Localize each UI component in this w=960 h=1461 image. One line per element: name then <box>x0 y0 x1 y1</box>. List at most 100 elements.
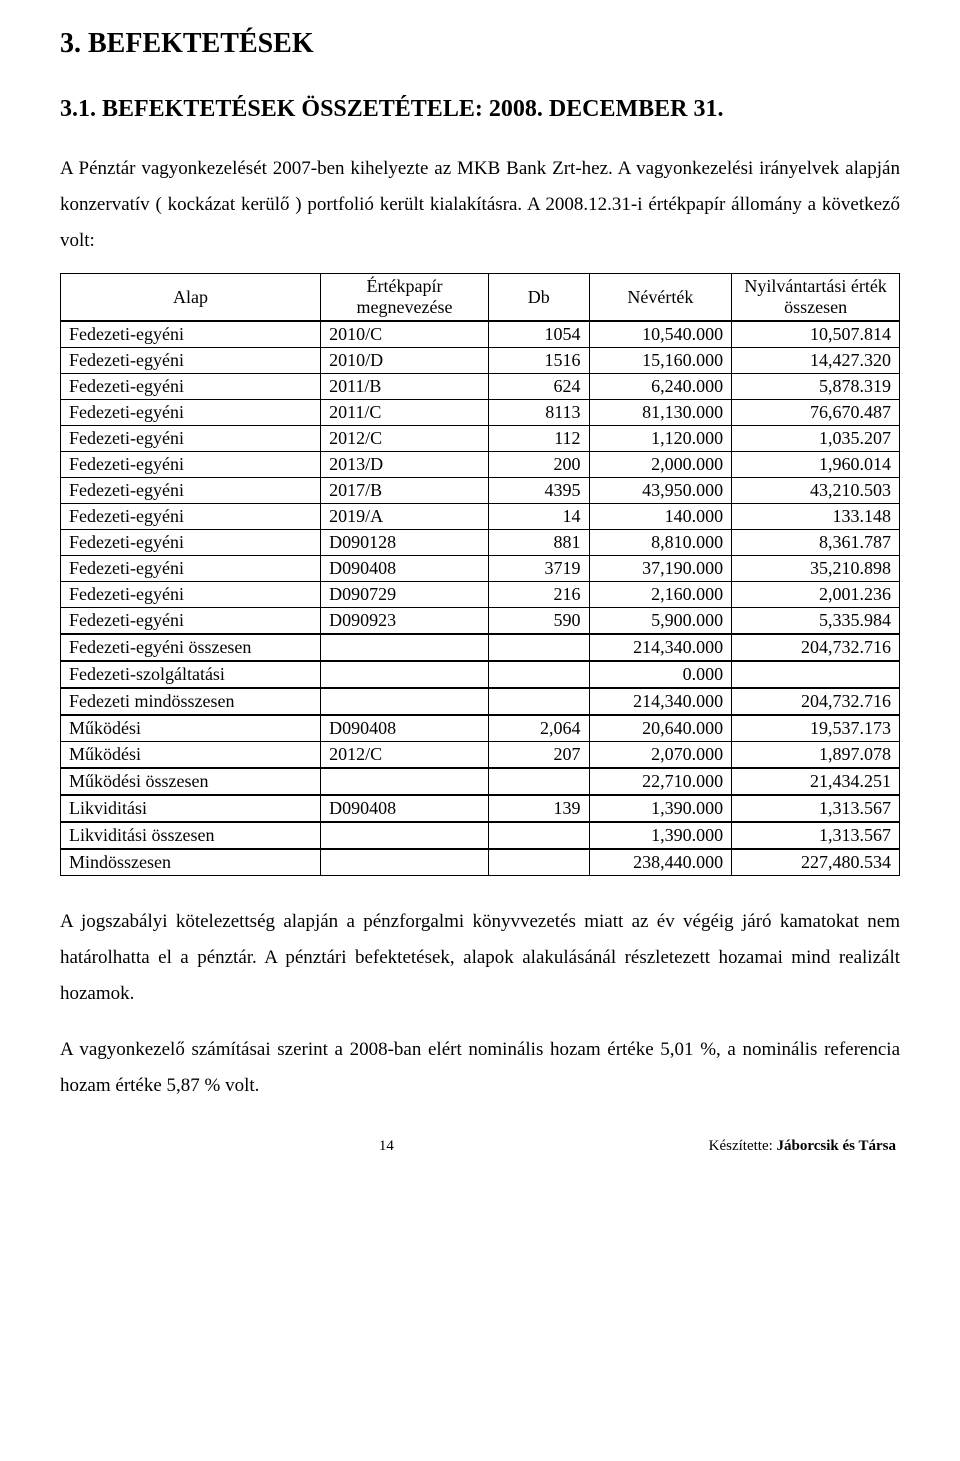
table-cell: 2010/C <box>321 321 489 348</box>
table-cell: 37,190.000 <box>589 556 732 582</box>
table-cell: 2011/B <box>321 374 489 400</box>
table-cell: 2012/C <box>321 426 489 452</box>
table-cell: 214,340.000 <box>589 634 732 661</box>
table-row: MűködésiD0904082,06420,640.00019,537.173 <box>61 715 900 742</box>
table-row: Fedezeti-egyéniD0907292162,160.0002,001.… <box>61 582 900 608</box>
table-row: Fedezeti-egyéniD0909235905,900.0005,335.… <box>61 608 900 635</box>
table-cell: 2012/C <box>321 742 489 769</box>
table-cell: 1,390.000 <box>589 822 732 849</box>
table-cell: 214,340.000 <box>589 688 732 715</box>
table-cell: 624 <box>488 374 589 400</box>
table-cell <box>321 822 489 849</box>
table-cell: 238,440.000 <box>589 849 732 876</box>
table-cell: D090408 <box>321 556 489 582</box>
table-cell: Fedezeti-egyéni <box>61 478 321 504</box>
table-cell: Fedezeti mindösszesen <box>61 688 321 715</box>
table-cell: 6,240.000 <box>589 374 732 400</box>
table-cell: Működési <box>61 742 321 769</box>
table-cell: 0.000 <box>589 661 732 688</box>
table-cell: D090729 <box>321 582 489 608</box>
table-cell: 204,732.716 <box>732 688 900 715</box>
table-cell <box>321 688 489 715</box>
table-cell: 4395 <box>488 478 589 504</box>
table-cell: Fedezeti-egyéni <box>61 556 321 582</box>
table-row: Mindösszesen 238,440.000227,480.534 <box>61 849 900 876</box>
table-cell <box>321 661 489 688</box>
table-cell: 43,210.503 <box>732 478 900 504</box>
col-nyilv: Nyilvántartási érték összesen <box>732 274 900 322</box>
table-cell: 15,160.000 <box>589 348 732 374</box>
table-cell <box>488 822 589 849</box>
table-cell: Működési <box>61 715 321 742</box>
table-cell: 14,427.320 <box>732 348 900 374</box>
table-cell: 22,710.000 <box>589 768 732 795</box>
table-cell: 19,537.173 <box>732 715 900 742</box>
table-cell: 1,035.207 <box>732 426 900 452</box>
footer-credit-value: Jáborcsik és Társa <box>777 1138 896 1154</box>
table-cell: 112 <box>488 426 589 452</box>
table-cell: Fedezeti-egyéni <box>61 400 321 426</box>
table-cell: 8113 <box>488 400 589 426</box>
table-cell: 20,640.000 <box>589 715 732 742</box>
table-cell: 2,160.000 <box>589 582 732 608</box>
table-cell: D090128 <box>321 530 489 556</box>
table-row: Fedezeti-egyéni2010/C105410,540.00010,50… <box>61 321 900 348</box>
table-cell: 2,001.236 <box>732 582 900 608</box>
page-footer: 14 Készítette: Jáborcsik és Társa <box>60 1138 900 1155</box>
table-cell: 207 <box>488 742 589 769</box>
table-cell: 1,313.567 <box>732 795 900 822</box>
table-cell: 5,900.000 <box>589 608 732 635</box>
table-cell: 140.000 <box>589 504 732 530</box>
table-cell <box>488 661 589 688</box>
table-cell: 2011/C <box>321 400 489 426</box>
table-cell: 2017/B <box>321 478 489 504</box>
table-cell: Mindösszesen <box>61 849 321 876</box>
table-cell: 204,732.716 <box>732 634 900 661</box>
table-body: Fedezeti-egyéni2010/C105410,540.00010,50… <box>61 321 900 876</box>
footer-credit: Készítette: Jáborcsik és Társa <box>709 1138 896 1155</box>
col-alap: Alap <box>61 274 321 322</box>
table-row: Fedezeti-egyéni2011/B6246,240.0005,878.3… <box>61 374 900 400</box>
table-cell: 590 <box>488 608 589 635</box>
table-cell: 14 <box>488 504 589 530</box>
table-row: LikviditásiD0904081391,390.0001,313.567 <box>61 795 900 822</box>
table-cell: 43,950.000 <box>589 478 732 504</box>
table-cell: 216 <box>488 582 589 608</box>
table-row: Fedezeti-egyéniD0901288818,810.0008,361.… <box>61 530 900 556</box>
table-row: Fedezeti-egyéni2012/C1121,120.0001,035.2… <box>61 426 900 452</box>
table-cell: 2010/D <box>321 348 489 374</box>
table-cell: 5,335.984 <box>732 608 900 635</box>
table-cell: 21,434.251 <box>732 768 900 795</box>
table-cell: 1,390.000 <box>589 795 732 822</box>
table-cell: D090923 <box>321 608 489 635</box>
table-cell: 1,120.000 <box>589 426 732 452</box>
table-cell <box>488 634 589 661</box>
table-cell: Likviditási <box>61 795 321 822</box>
table-cell <box>488 688 589 715</box>
table-cell: 227,480.534 <box>732 849 900 876</box>
table-cell: 200 <box>488 452 589 478</box>
table-row: Fedezeti-egyéni2019/A14140.000133.148 <box>61 504 900 530</box>
table-cell: 2013/D <box>321 452 489 478</box>
table-header-row: Alap Értékpapír megnevezése Db Névérték … <box>61 274 900 322</box>
page-number: 14 <box>379 1138 394 1155</box>
table-cell: 1,313.567 <box>732 822 900 849</box>
col-nevertek: Névérték <box>589 274 732 322</box>
table-cell: D090408 <box>321 795 489 822</box>
col-db: Db <box>488 274 589 322</box>
table-row: Likviditási összesen1,390.0001,313.567 <box>61 822 900 849</box>
table-cell: Fedezeti-egyéni <box>61 530 321 556</box>
table-row: Fedezeti-egyéni2010/D151615,160.00014,42… <box>61 348 900 374</box>
table-cell: 10,507.814 <box>732 321 900 348</box>
table-cell: 881 <box>488 530 589 556</box>
table-cell: 1516 <box>488 348 589 374</box>
table-cell: 2,070.000 <box>589 742 732 769</box>
subsection-heading: 3.1. BEFEKTETÉSEK ÖSSZETÉTELE: 2008. DEC… <box>60 96 900 123</box>
table-cell <box>321 634 489 661</box>
table-row: Fedezeti-egyéni2011/C811381,130.00076,67… <box>61 400 900 426</box>
table-row: Fedezeti-egyéni2013/D2002,000.0001,960.0… <box>61 452 900 478</box>
table-row: Fedezeti mindösszesen 214,340.000204,732.… <box>61 688 900 715</box>
table-cell: Fedezeti-egyéni <box>61 608 321 635</box>
table-cell: 5,878.319 <box>732 374 900 400</box>
table-row: Fedezeti-szolgáltatási0.000 <box>61 661 900 688</box>
